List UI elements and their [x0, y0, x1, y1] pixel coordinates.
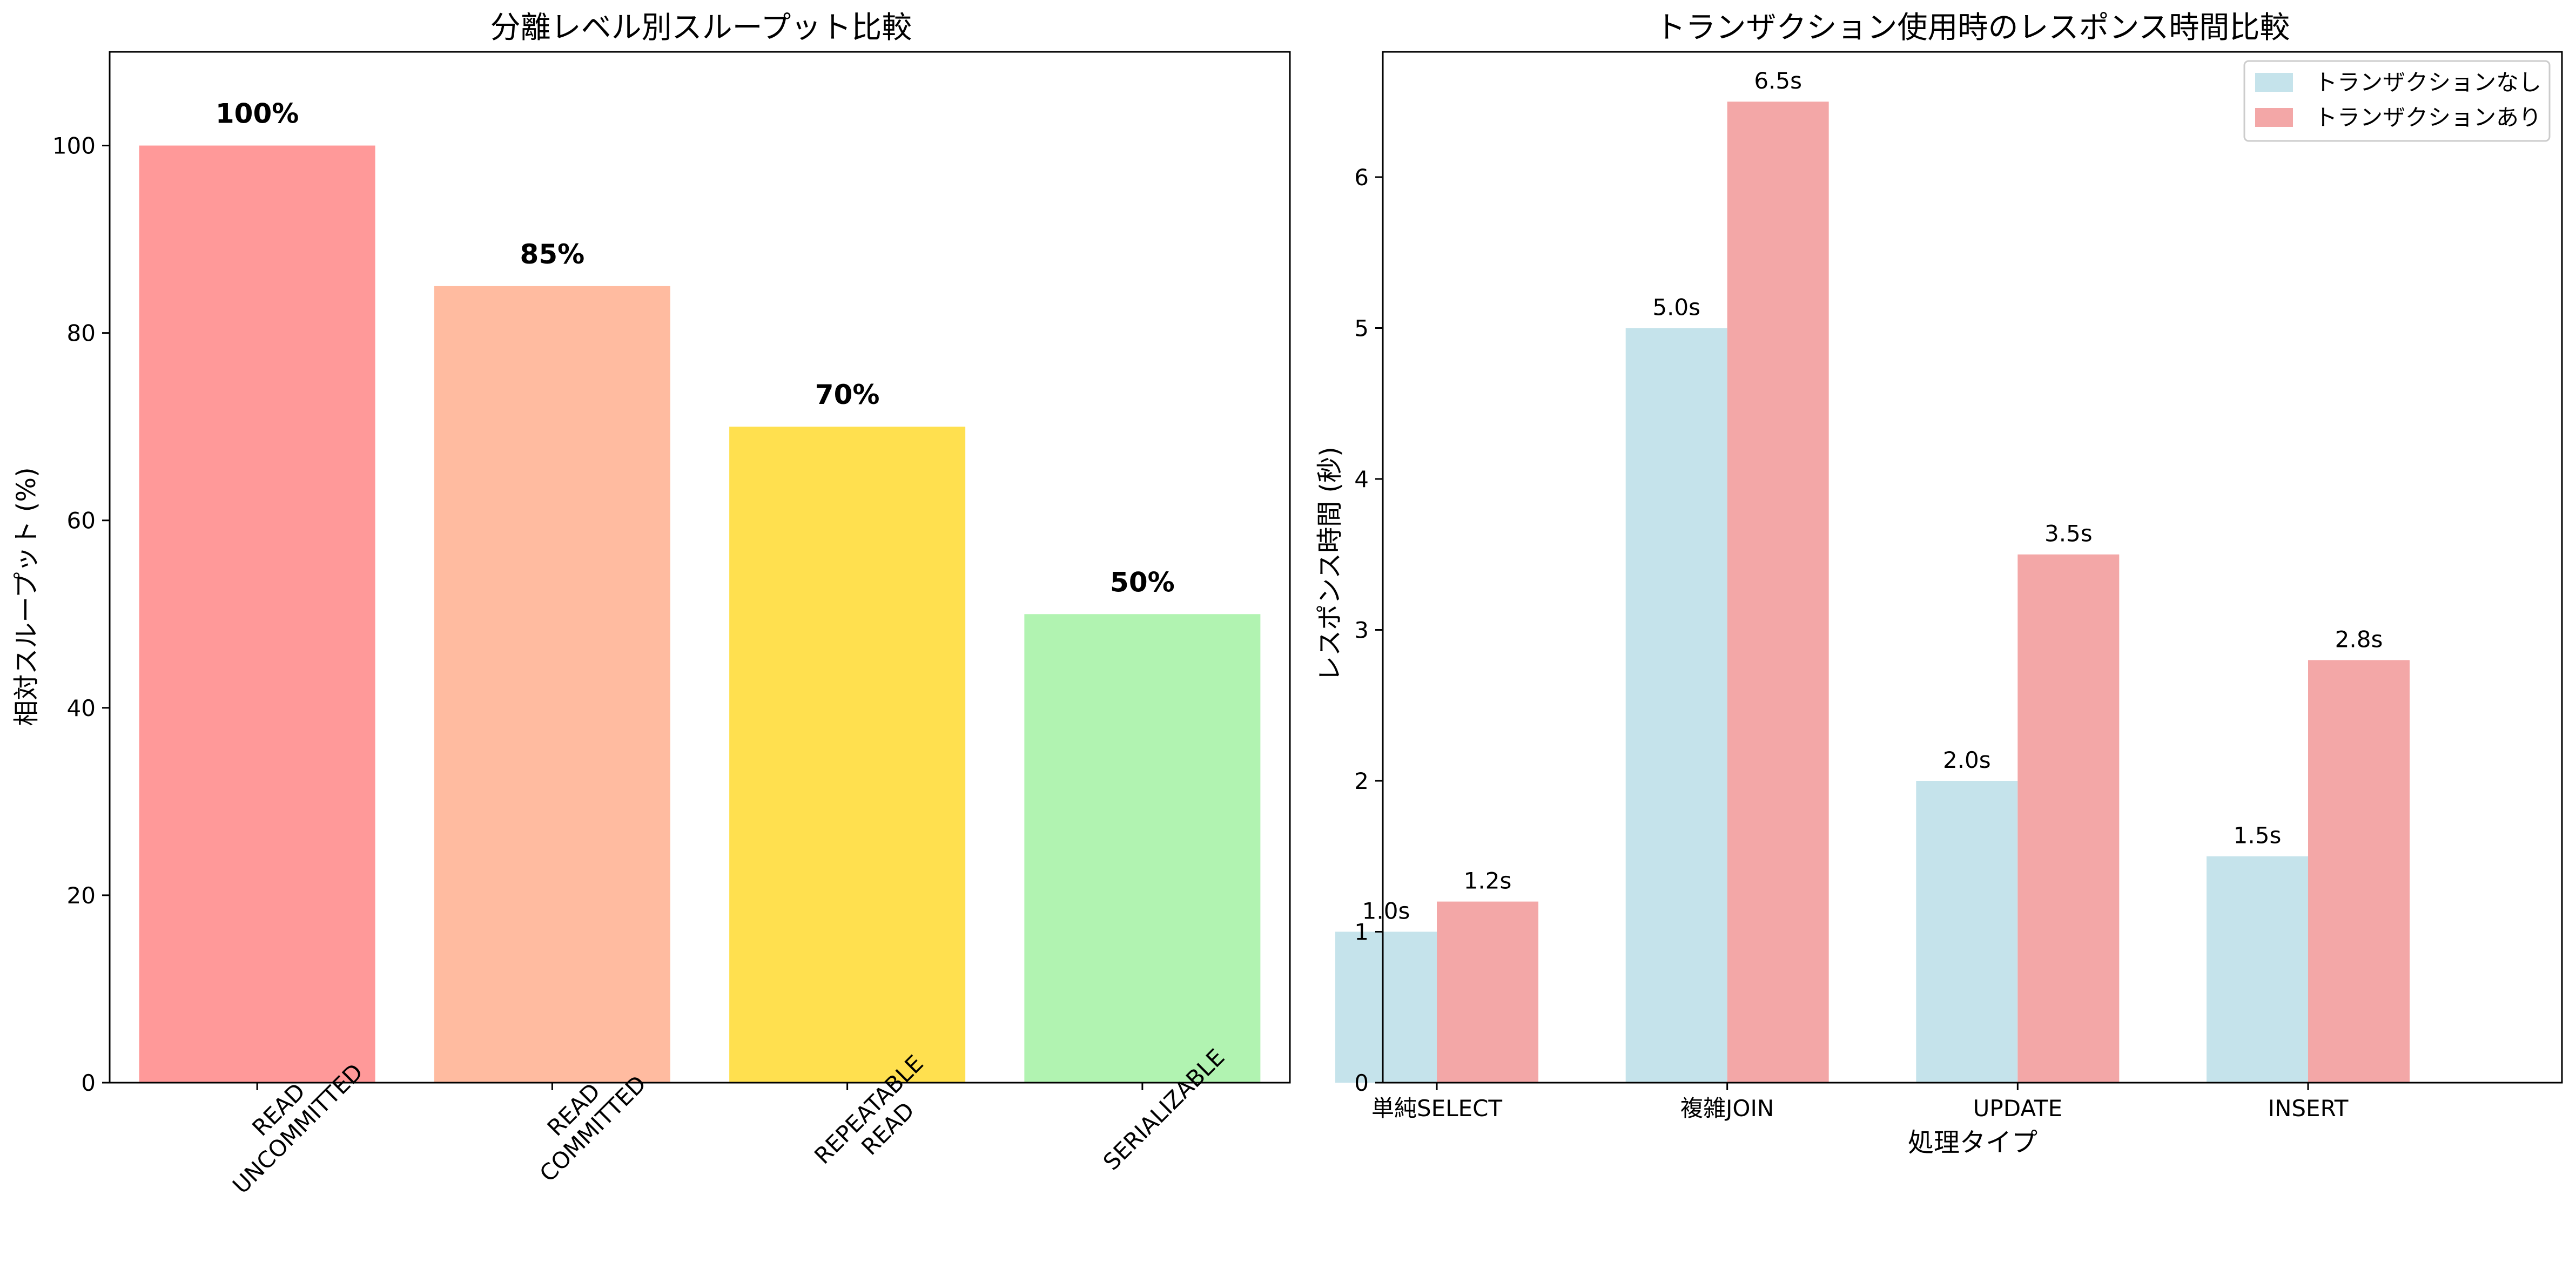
- throughput-bar-1: [434, 286, 670, 1083]
- throughput-axes-frame: [109, 51, 1291, 1084]
- response-x-tick-label-2: UPDATE: [1973, 1095, 2062, 1122]
- response-bar-s1-1: [1727, 102, 1829, 1083]
- response-axes-frame: [1382, 51, 2563, 1084]
- legend-swatch-no-transaction: [2255, 73, 2293, 92]
- response-x-tick-label-1: 複雑JOIN: [1680, 1095, 1774, 1122]
- response-y-tick-label-2: 2: [1354, 768, 1369, 794]
- throughput-plot-area: 100%READUNCOMMITTED85%READCOMMITTED70%RE…: [52, 51, 1291, 1199]
- response-bar-s0-3: [2207, 856, 2308, 1083]
- response-y-tick-label-4: 4: [1354, 466, 1369, 492]
- throughput-chart-title: 分離レベル別スループット比較: [490, 10, 912, 45]
- response-bar-s0-0: [1335, 931, 1437, 1083]
- throughput-y-axis-label: 相対スループット (%): [11, 467, 42, 726]
- throughput-y-tick-label-0: 0: [81, 1070, 96, 1096]
- response-time-chart-title: トランザクション使用時のレスポンス時間比較: [1656, 10, 2290, 45]
- throughput-value-label-2: 70%: [815, 379, 880, 410]
- response-bar-s1-2: [2017, 554, 2120, 1083]
- response-bar-s0-2: [1916, 780, 2018, 1083]
- response-bar-s0-1: [1625, 328, 1727, 1083]
- response-value-label-s1-1: 6.5s: [1754, 67, 1802, 94]
- response-time-chart: トランザクション使用時のレスポンス時間比較 レスポンス時間 (秒) 処理タイプ …: [1315, 10, 2563, 1158]
- throughput-y-tick-label-3: 60: [67, 508, 96, 534]
- throughput-value-label-3: 50%: [1110, 566, 1175, 598]
- throughput-value-label-1: 85%: [520, 239, 585, 270]
- throughput-bar-0: [139, 145, 375, 1083]
- response-value-label-s1-2: 3.5s: [2044, 521, 2093, 547]
- throughput-y-tick-label-5: 100: [52, 133, 96, 159]
- legend-swatch-with-transaction: [2255, 108, 2293, 127]
- throughput-y-tick-label-1: 20: [67, 882, 96, 909]
- response-time-x-axis-label: 処理タイプ: [1908, 1127, 2037, 1158]
- response-y-tick-label-0: 0: [1354, 1070, 1369, 1096]
- throughput-value-label-0: 100%: [216, 98, 299, 130]
- response-value-label-s0-2: 2.0s: [1943, 747, 1991, 773]
- response-value-label-s1-3: 2.8s: [2335, 626, 2383, 652]
- response-value-label-s0-0: 1.0s: [1362, 897, 1410, 924]
- throughput-y-tick-label-4: 80: [67, 320, 96, 347]
- response-bar-s1-3: [2308, 660, 2410, 1083]
- legend-frame: [2243, 60, 2551, 142]
- legend-label-no-transaction: トランザクションなし: [2315, 69, 2541, 96]
- response-x-tick-label-3: INSERT: [2268, 1095, 2349, 1122]
- response-y-tick-label-5: 5: [1354, 315, 1369, 341]
- response-time-y-axis-label: レスポンス時間 (秒): [1315, 447, 1345, 682]
- response-value-label-s0-3: 1.5s: [2234, 822, 2282, 849]
- response-value-label-s1-0: 1.2s: [1464, 868, 1512, 894]
- response-y-tick-label-6: 6: [1354, 164, 1369, 191]
- response-y-tick-label-1: 1: [1354, 919, 1369, 945]
- response-x-tick-label-0: 単純SELECT: [1371, 1095, 1502, 1122]
- response-bar-s1-0: [1437, 901, 1538, 1083]
- response-value-label-s0-1: 5.0s: [1652, 294, 1700, 320]
- throughput-bar-3: [1024, 614, 1261, 1083]
- response-time-legend: トランザクションなし トランザクションあり: [2243, 60, 2551, 142]
- response-time-plot-area: 1.0s 1.2s 単純SELECT 5.0s 6.5s 複雑JOIN 2.0s 3.5s UP…: [1335, 51, 2563, 1122]
- legend-label-with-transaction: トランザクションあり: [2315, 104, 2541, 131]
- throughput-bar-2: [729, 427, 966, 1083]
- throughput-y-tick-label-2: 40: [67, 695, 96, 721]
- response-y-tick-label-3: 3: [1354, 617, 1369, 643]
- throughput-chart: 分離レベル別スループット比較 相対スループット (%) 100%READUNCO…: [11, 10, 1291, 1199]
